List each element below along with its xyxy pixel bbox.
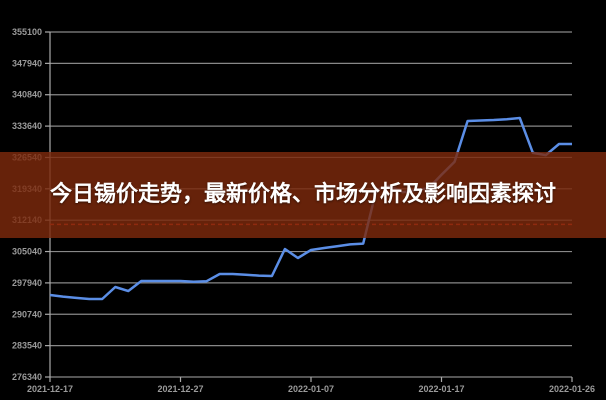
- y-tick-label: 290740: [12, 309, 42, 319]
- y-tick-label: 276340: [12, 372, 42, 382]
- y-tick-label: 340840: [12, 90, 42, 100]
- article-title: 今日锡价走势，最新价格、市场分析及影响因素探讨: [49, 182, 556, 207]
- x-tick-label: 2021-12-17: [27, 384, 73, 394]
- title-banner: 今日锡价走势，最新价格、市场分析及影响因素探讨: [0, 152, 606, 238]
- x-tick-label: 2022-01-26: [549, 384, 595, 394]
- y-tick-label: 333640: [12, 121, 42, 131]
- y-tick-label: 283540: [12, 341, 42, 351]
- y-tick-label: 305040: [12, 247, 42, 257]
- x-tick-label: 2022-01-17: [418, 384, 464, 394]
- x-tick-label: 2022-01-07: [288, 384, 334, 394]
- y-tick-label: 355100: [12, 27, 42, 37]
- y-tick-label: 347940: [12, 58, 42, 68]
- x-tick-label: 2021-12-27: [157, 384, 203, 394]
- y-tick-label: 297940: [12, 278, 42, 288]
